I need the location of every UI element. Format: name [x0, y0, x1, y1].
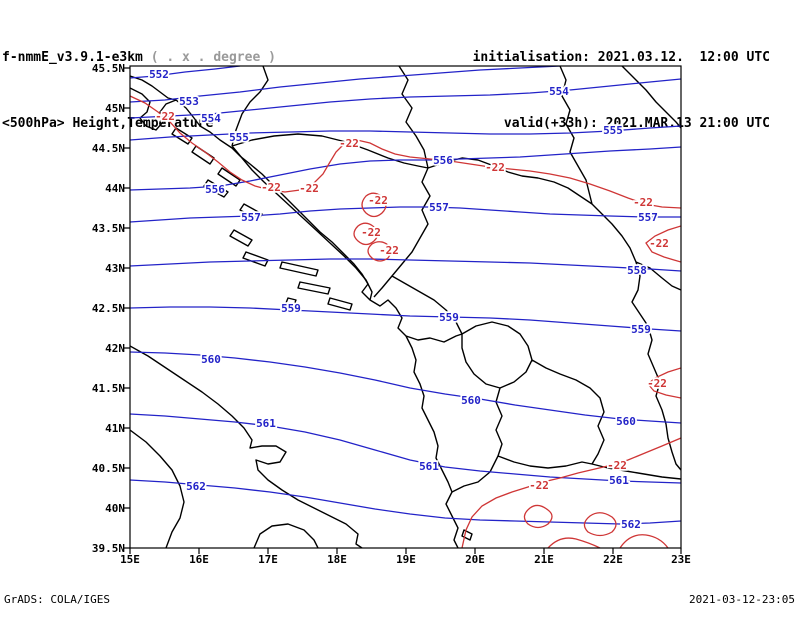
height-contour-555 [130, 125, 681, 141]
temp-contour-pockets [353, 192, 392, 262]
y-tick-label: 43.5N [92, 222, 125, 235]
contour-label-minus22: -22 [155, 110, 175, 123]
height-contour-561 [130, 413, 681, 484]
y-tick-label: 42N [105, 342, 125, 355]
contour-label-minus22: -22 [299, 182, 319, 195]
height-contour-552 [130, 66, 241, 79]
contour-label-560: 560 [616, 415, 636, 428]
x-tick-label: 20E [465, 553, 485, 566]
x-tick-label: 23E [671, 553, 691, 566]
contour-label-minus22: -22 [607, 459, 627, 472]
x-tick-label: 21E [534, 553, 554, 566]
y-tick-label: 45N [105, 102, 125, 115]
y-tick-label: 41N [105, 422, 125, 435]
contour-label-560: 560 [461, 394, 481, 407]
height-contour-560 [130, 351, 681, 424]
resolution-note: ( . x . degree ) [150, 50, 276, 65]
x-tick-label: 15E [120, 553, 140, 566]
model-name: f-nmmE_v3.9.1-e3km [2, 50, 143, 65]
product-line: <500hPa> Height,Temperature [2, 116, 214, 131]
height-contour-557 [130, 206, 681, 223]
contour-label-556: 556 [205, 183, 225, 196]
contour-label-557: 557 [241, 211, 261, 224]
contour-label-minus22: -22 [261, 181, 281, 194]
contour-label-557: 557 [429, 201, 449, 214]
height-contour-559 [130, 306, 681, 332]
contour-label-555: 555 [603, 124, 623, 137]
contour-label-560: 560 [201, 353, 221, 366]
contour-label-561: 561 [256, 417, 276, 430]
contour-label-559: 559 [439, 311, 459, 324]
adriatic-coastline-path [130, 75, 459, 548]
x-tick-label: 22E [603, 553, 623, 566]
y-tick-label: 40N [105, 502, 125, 515]
header-left: f-nmmE_v3.9.1-e3km ( . x . degree ) <500… [2, 3, 276, 157]
contour-label-minus22: -22 [649, 237, 669, 250]
country-borders-path [231, 66, 681, 493]
contour-label-minus22: -22 [379, 244, 399, 257]
contour-label-minus22: -22 [339, 137, 359, 150]
contour-label-561: 561 [609, 474, 629, 487]
contour-label-553: 553 [179, 95, 199, 108]
height-contour-562 [130, 479, 681, 525]
height-contour-553 [130, 66, 561, 103]
contour-label-557: 557 [638, 211, 658, 224]
dalmatian-islands-path [171, 127, 473, 541]
contour-label-559: 559 [281, 302, 301, 315]
contour-label-555: 555 [229, 131, 249, 144]
temp-contour-main [130, 95, 681, 209]
creation-timestamp: 2021-03-12-23:05 [689, 593, 795, 606]
map-plot-area: 552 553 554 554 555 555 556 556 557 557 … [130, 66, 681, 548]
y-tick-label: 39.5N [92, 542, 125, 555]
initialisation-line: initialisation: 2021.03.12. 12:00 UTC [472, 50, 770, 65]
contour-label-558: 558 [627, 264, 647, 277]
contour-label-552: 552 [149, 68, 169, 81]
y-tick-label: 43N [105, 262, 125, 275]
contour-label-562: 562 [186, 480, 206, 493]
y-tick-label: 44N [105, 182, 125, 195]
contour-label-minus22: -22 [485, 161, 505, 174]
contour-label-minus22: -22 [633, 196, 653, 209]
contour-label-554: 554 [549, 85, 569, 98]
height-contour-558 [130, 258, 681, 272]
contour-label-562: 562 [621, 518, 641, 531]
x-tick-label: 17E [258, 553, 278, 566]
x-tick-label: 18E [327, 553, 347, 566]
contour-label-561: 561 [419, 460, 439, 473]
y-tick-label: 41.5N [92, 382, 125, 395]
axis-tick-marks [124, 67, 682, 554]
y-tick-label: 42.5N [92, 302, 125, 315]
model-line: f-nmmE_v3.9.1-e3km ( . x . degree ) [2, 47, 276, 69]
italy-coastline-path [130, 345, 363, 548]
contour-label-minus22: -22 [368, 194, 388, 207]
contour-label-554: 554 [201, 112, 221, 125]
temp-contour-right-edge [645, 225, 681, 399]
y-tick-label: 45.5N [92, 62, 125, 75]
height-contour-556 [130, 146, 681, 191]
contour-label-minus22: -22 [529, 479, 549, 492]
temp-contour-southeast [461, 437, 681, 548]
x-tick-label: 16E [189, 553, 209, 566]
y-tick-label: 44.5N [92, 142, 125, 155]
x-tick-label: 19E [396, 553, 416, 566]
contour-label-minus22: -22 [647, 377, 667, 390]
height-contour-554 [130, 78, 681, 119]
contour-label-minus22: -22 [361, 226, 381, 239]
y-tick-label: 40.5N [92, 462, 125, 475]
contour-label-559: 559 [631, 323, 651, 336]
grads-attribution: GrADS: COLA/IGES [4, 593, 110, 606]
contour-label-556: 556 [433, 154, 453, 167]
